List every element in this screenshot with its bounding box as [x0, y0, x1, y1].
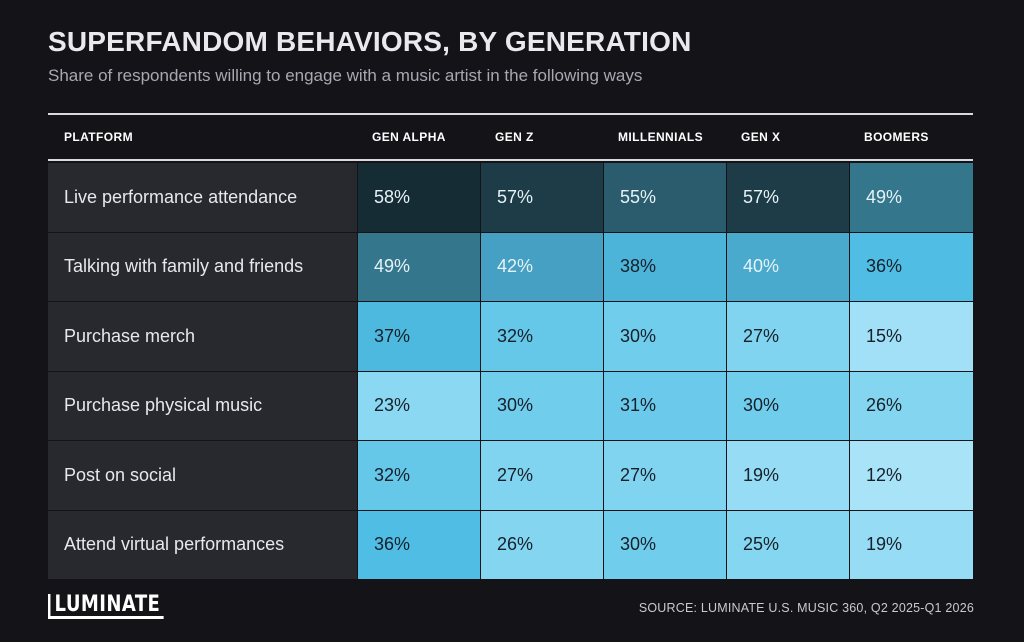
heatmap-cell: 42%: [481, 232, 604, 301]
heatmap-cell: 37%: [358, 302, 481, 371]
column-header: BOOMERS: [864, 130, 929, 144]
heatmap-cell: 27%: [727, 302, 850, 371]
heatmap-cell: 30%: [604, 510, 727, 579]
row-label: Live performance attendance: [48, 163, 358, 232]
row-label: Purchase merch: [48, 302, 358, 371]
heatmap-cell: 12%: [850, 441, 973, 510]
table-row: Attend virtual performances 36% 26% 30% 25% 1…: [48, 510, 973, 579]
chart-subtitle: Share of respondents willing to engage w…: [48, 66, 643, 85]
table-row: Talking with family and friends 49% 42% 38%…: [48, 232, 973, 302]
chart-title: SUPERFANDOM BEHAVIORS, BY GENERATION: [48, 26, 692, 57]
heatmap-cell: 15%: [850, 302, 973, 371]
table-row: Live performance attendance 58% 57% 55% 57% 4…: [48, 163, 973, 233]
heatmap-cell: 57%: [727, 163, 850, 232]
heatmap-cell: 32%: [481, 302, 604, 371]
heatmap-table: PLATFORM GEN ALPHA GEN Z MILLENNIALS GEN…: [48, 113, 973, 579]
heatmap-cell: 19%: [727, 441, 850, 510]
row-label: Attend virtual performances: [48, 510, 358, 579]
heatmap-cell: 19%: [850, 510, 973, 579]
heatmap-cell: 32%: [358, 441, 481, 510]
heatmap-cell: 30%: [481, 371, 604, 440]
heatmap-cell: 27%: [604, 441, 727, 510]
heatmap-cell: 57%: [481, 163, 604, 232]
table-body: Live performance attendance 58% 57% 55% 57% 4…: [48, 163, 973, 579]
column-header: GEN X: [741, 130, 781, 144]
row-label: Talking with family and friends: [48, 232, 358, 301]
row-header-label: PLATFORM: [64, 130, 133, 144]
heatmap-cell: 49%: [850, 163, 973, 232]
heatmap-cell: 49%: [358, 232, 481, 301]
row-label: Purchase physical music: [48, 371, 358, 440]
heatmap-cell: 55%: [604, 163, 727, 232]
heatmap-cell: 27%: [481, 441, 604, 510]
heatmap-cell: 36%: [850, 232, 973, 301]
table-header-row: PLATFORM GEN ALPHA GEN Z MILLENNIALS GEN…: [48, 115, 973, 161]
column-header: MILLENNIALS: [618, 130, 704, 144]
heatmap-cell: 38%: [604, 232, 727, 301]
heatmap-cell: 31%: [604, 371, 727, 440]
heatmap-cell: 58%: [358, 163, 481, 232]
table-row: Purchase merch 37% 32% 30% 27% 15%: [48, 302, 973, 372]
source-note: SOURCE: LUMINATE U.S. MUSIC 360, Q2 2025…: [638, 601, 974, 615]
row-label: Post on social: [48, 441, 358, 510]
heatmap-cell: 25%: [727, 510, 850, 579]
heatmap-cell: 36%: [358, 510, 481, 579]
heatmap-cell: 26%: [850, 371, 973, 440]
heatmap-cell: 30%: [604, 302, 727, 371]
table-row: Purchase physical music 23% 30% 31% 30% 26%: [48, 371, 973, 441]
heatmap-cell: 23%: [358, 371, 481, 440]
column-header: GEN Z: [495, 130, 534, 144]
luminate-logo: LUMINATE: [48, 594, 164, 619]
column-header: GEN ALPHA: [372, 130, 446, 144]
heatmap-cell: 30%: [727, 371, 850, 440]
heatmap-cell: 40%: [727, 232, 850, 301]
heatmap-cell: 26%: [481, 510, 604, 579]
table-row: Post on social 32% 27% 27% 19% 12%: [48, 441, 973, 511]
